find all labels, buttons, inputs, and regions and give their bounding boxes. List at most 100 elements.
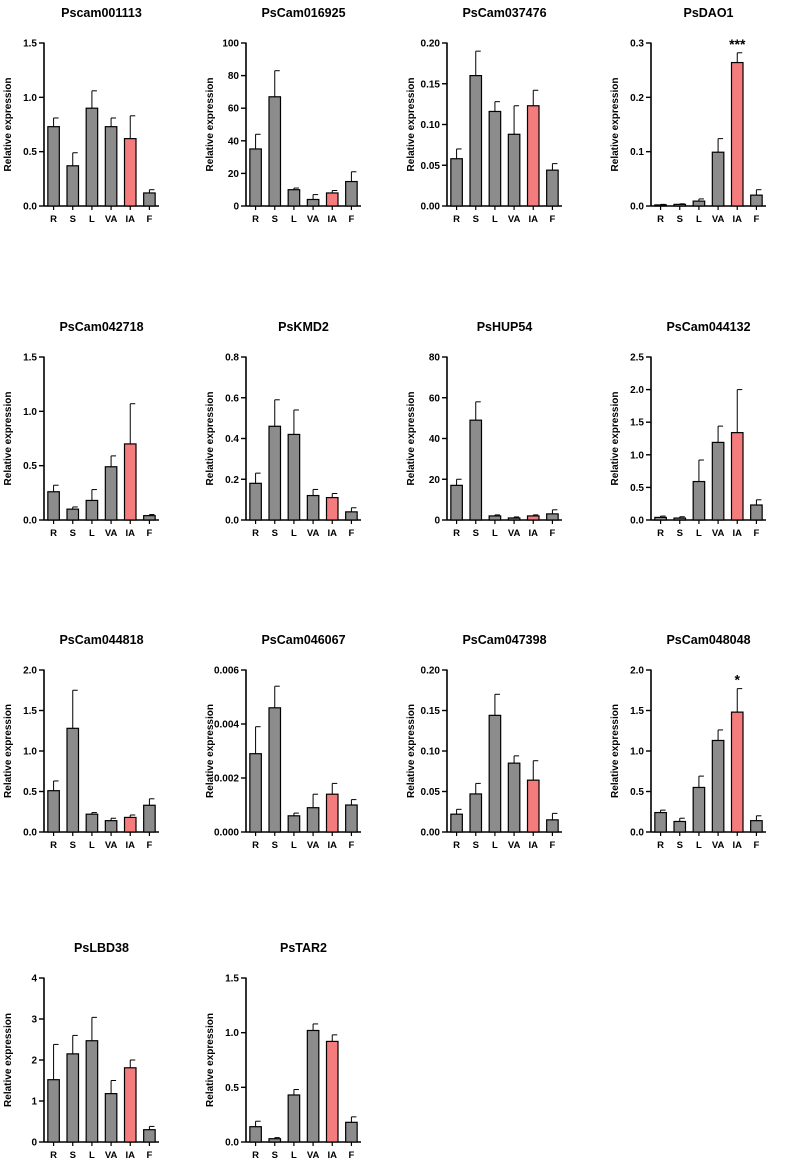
chart-1-ytick-label: 0 [233, 202, 239, 213]
chart-5-xtick-label: F [349, 528, 355, 539]
chart-13-bar-r [249, 1126, 262, 1143]
chart-5-ytick-label: 0.2 [225, 475, 239, 486]
chart-0-xtick-label: VA [105, 214, 118, 225]
chart-9-xtick-label: R [252, 840, 259, 851]
chart-8-xtick-label: IA [126, 840, 136, 851]
chart-1-xtick-label: IA [328, 214, 338, 225]
chart-12-bar-r [47, 1079, 60, 1143]
chart-8-bar-s [66, 727, 80, 833]
chart-11-bar-f [750, 820, 763, 833]
chart-10-xtick-label: S [473, 840, 479, 851]
chart-9-xtick-label: F [349, 840, 355, 851]
chart-12-ytick-label: 1 [31, 1097, 37, 1108]
chart-0-ytick-label: 1.0 [23, 93, 37, 104]
chart-13-ytick-label: 1.5 [225, 974, 239, 985]
chart-13-bar-s [268, 1138, 282, 1143]
chart-10-bar-f [546, 819, 559, 833]
chart-11-ylabel: Relative expression [610, 704, 621, 798]
chart-1: PsCam016925 Relative expression 0 20 40 60 80 1… [205, 6, 361, 225]
chart-4-bar-l [85, 499, 99, 521]
chart-11-xtick-label: VA [712, 840, 725, 851]
chart-2-xtick-label: S [473, 214, 479, 225]
chart-1-bar-ia [325, 192, 339, 207]
chart-3-xtick-label: F [754, 214, 760, 225]
chart-3-bar-f [750, 194, 763, 207]
chart-1-ytick-label: 40 [228, 136, 240, 147]
chart-0-ylabel: Relative expression [3, 78, 14, 172]
chart-2-bar-f [546, 169, 559, 207]
chart-11-ytick-label: 2.0 [630, 666, 644, 677]
chart-11-ytick-label: 1.0 [630, 747, 644, 758]
chart-5-title: PsKMD2 [278, 320, 329, 334]
chart-7-bar-l [692, 480, 706, 521]
chart-13-xtick-label: S [272, 1150, 278, 1160]
chart-8-bar-va [104, 820, 118, 833]
chart-13-ytick-label: 0.0 [225, 1138, 239, 1149]
chart-11-xtick-label: IA [733, 840, 743, 851]
chart-4-bar-r [47, 491, 60, 521]
chart-10-ytick-label: 0.20 [421, 666, 441, 677]
chart-1-bar-va [306, 198, 320, 207]
chart-3-bar-s [673, 203, 687, 207]
chart-5-bar-r [249, 482, 262, 521]
chart-6-xtick-label: L [492, 528, 498, 539]
chart-2-ytick-label: 0.10 [421, 120, 441, 131]
chart-8-ytick-label: 1.5 [23, 706, 37, 717]
chart-5-xtick-label: L [291, 528, 297, 539]
chart-9-ytick-label: 0.002 [214, 774, 239, 785]
chart-0: Pscam001113 Relative expression 0.0 0.5 1.0 1… [3, 6, 159, 225]
chart-13-bar-va [306, 1029, 320, 1143]
chart-3-bar-l [692, 200, 706, 207]
chart-13-title: PsTAR2 [280, 941, 327, 955]
chart-12-ylabel: Relative expression [3, 1013, 14, 1107]
chart-1-bar-s [268, 96, 282, 207]
chart-3-bar-r [654, 204, 667, 207]
chart-8-xtick-label: R [50, 840, 57, 851]
chart-7: PsCam044132 Relative expression 0.0 0.5 1.0 1… [610, 320, 766, 539]
chart-4-xtick-label: L [89, 528, 95, 539]
chart-10-ylabel: Relative expression [406, 704, 417, 798]
chart-2: PsCam037476 Relative expression 0.00 0.05 0.… [406, 6, 562, 225]
chart-13-bar-f [345, 1121, 358, 1143]
chart-3-ytick-label: 0.1 [630, 147, 644, 158]
chart-9-xtick-label: VA [307, 840, 320, 851]
chart-2-xtick-label: VA [508, 214, 521, 225]
chart-5-xtick-label: S [272, 528, 278, 539]
chart-10-xtick-label: R [453, 840, 460, 851]
chart-8-bar-f [143, 804, 156, 833]
chart-7-ytick-label: 1.5 [630, 418, 644, 429]
chart-0-bar-l [85, 107, 99, 207]
chart-9-ytick-label: 0.000 [214, 828, 239, 839]
chart-0-bar-r [47, 126, 60, 207]
chart-5-bar-va [306, 494, 320, 521]
chart-1-ylabel: Relative expression [205, 78, 216, 172]
chart-3-ytick-label: 0.3 [630, 39, 644, 50]
chart-2-xtick-label: F [550, 214, 556, 225]
chart-0-xtick-label: F [147, 214, 153, 225]
chart-9-ytick-label: 0.004 [214, 720, 239, 731]
chart-11-ytick-label: 1.5 [630, 706, 644, 717]
chart-12-bar-l [85, 1040, 99, 1143]
chart-6-bar-s [469, 419, 483, 521]
chart-4-xtick-label: R [50, 528, 57, 539]
chart-7-bar-f [750, 504, 763, 521]
chart-4-ytick-label: 1.0 [23, 407, 37, 418]
chart-8-ytick-label: 2.0 [23, 666, 37, 677]
chart-7-xtick-label: L [696, 528, 702, 539]
chart-10-ytick-label: 0.10 [421, 747, 441, 758]
chart-12-xtick-label: VA [105, 1150, 118, 1160]
chart-7-ytick-label: 2.0 [630, 385, 644, 396]
chart-5-ytick-label: 0.4 [225, 434, 239, 445]
chart-12-xtick-label: L [89, 1150, 95, 1160]
chart-4-xtick-label: IA [126, 528, 136, 539]
chart-7-ytick-label: 2.5 [630, 353, 644, 364]
chart-11-xtick-label: L [696, 840, 702, 851]
chart-1-title: PsCam016925 [261, 6, 345, 20]
chart-7-ylabel: Relative expression [610, 392, 621, 486]
chart-4-xtick-label: VA [105, 528, 118, 539]
chart-1-bar-l [287, 189, 301, 207]
chart-4-bar-va [104, 466, 118, 521]
chart-2-bar-r [450, 158, 463, 207]
chart-13-ytick-label: 0.5 [225, 1083, 239, 1094]
